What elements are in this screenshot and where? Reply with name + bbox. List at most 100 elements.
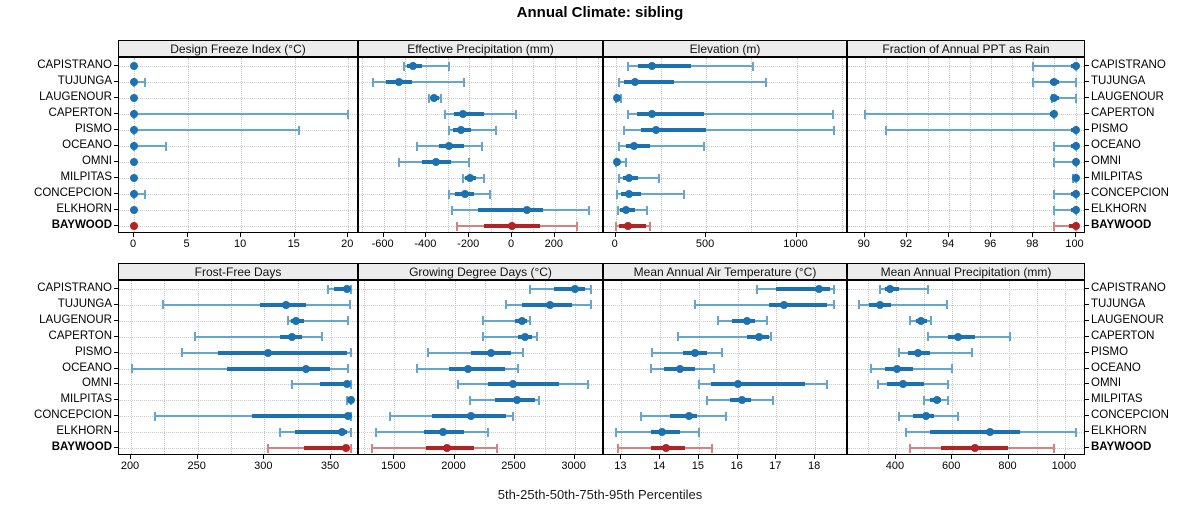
whisker-cap	[287, 316, 290, 326]
site-label-caperton: CAPERTON	[48, 329, 112, 342]
median-dot	[517, 316, 526, 325]
site-label-concepcion: CONCEPCION	[1091, 409, 1169, 422]
whisker-cap	[615, 189, 618, 199]
median-dot	[754, 332, 763, 341]
tick-label: 1500	[381, 460, 406, 472]
percentile-25-75-bar	[295, 430, 347, 435]
whisker-cap	[488, 189, 491, 199]
site-label-oceano: OCEANO	[1091, 139, 1141, 151]
whisker-cap	[535, 332, 538, 342]
row-guide	[119, 210, 357, 211]
percentile-5-95-line	[403, 65, 449, 67]
whisker-cap	[462, 77, 465, 87]
row-guide	[604, 226, 846, 227]
percentile-5-95-line	[627, 113, 833, 115]
median-dot	[487, 348, 496, 357]
whisker-cap	[639, 411, 642, 421]
panel-header-fraction-of-annual-ppt-as-rain: Fraction of Annual PPT as Rain	[847, 40, 1085, 57]
whisker-cap	[371, 77, 374, 87]
row-guide	[604, 194, 846, 195]
median-dot	[341, 444, 350, 452]
median-dot	[1071, 126, 1080, 134]
panel-title: Elevation (m)	[689, 41, 761, 56]
whisker-cap	[456, 221, 459, 231]
tick-label: 500	[695, 238, 715, 250]
axis-tick	[240, 233, 242, 237]
row-guide	[848, 289, 1084, 290]
median-dot	[456, 126, 465, 134]
whisker-cap	[879, 284, 882, 294]
gridline	[576, 58, 578, 232]
whisker-cap	[616, 443, 619, 453]
site-label-elkhorn: ELKHORN	[1091, 203, 1147, 215]
gridline	[544, 281, 546, 454]
whisker-cap	[440, 93, 443, 103]
whisker-cap	[588, 205, 590, 215]
percentile-25-75-bar	[217, 350, 347, 355]
panel-elevation-m-	[603, 57, 847, 233]
whisker-cap	[947, 379, 949, 389]
row-guide	[359, 98, 602, 99]
median-dot	[780, 300, 789, 309]
median-dot	[508, 222, 516, 230]
row-tick	[1085, 319, 1089, 321]
gridline	[815, 281, 817, 454]
row-tick	[114, 303, 118, 305]
gridline	[796, 58, 798, 232]
median-dot	[130, 174, 138, 182]
panel-mean-annual-air-temperature-c-	[603, 280, 847, 455]
panel-title: Growing Degree Days (°C)	[409, 264, 552, 279]
axis-tick	[1063, 455, 1065, 459]
whisker-cap	[486, 427, 489, 437]
whisker-cap	[587, 379, 590, 389]
row-tick	[1085, 177, 1089, 178]
median-dot	[337, 428, 346, 437]
median-dot	[737, 396, 746, 405]
whisker-cap	[764, 77, 767, 87]
whisker-cap	[825, 379, 828, 389]
row-tick	[1085, 351, 1089, 353]
whisker-cap	[347, 316, 350, 326]
axis-tick	[425, 233, 427, 237]
row-tick	[1085, 113, 1089, 114]
percentile-5-95-line	[1054, 225, 1076, 227]
percentile-5-95-line	[1054, 209, 1076, 211]
percentile-5-95-line	[195, 335, 322, 338]
site-label-concepcion: CONCEPCION	[34, 409, 112, 422]
row-guide	[848, 226, 1084, 227]
whisker-cap	[956, 411, 959, 421]
percentile-25-75-bar	[624, 80, 674, 84]
row-tick	[114, 351, 118, 353]
gridline	[294, 58, 296, 232]
median-dot	[288, 332, 297, 341]
tick-label: 16	[730, 460, 743, 472]
site-label-milpitas: MILPITAS	[60, 393, 112, 406]
whisker-cap	[833, 284, 836, 294]
gridline	[241, 58, 243, 232]
panel-title: Design Freeze Index (°C)	[170, 41, 306, 56]
whisker-cap	[447, 61, 450, 71]
axis-tick	[814, 455, 816, 459]
gridline	[615, 58, 617, 232]
tick-label: 3000	[561, 460, 586, 472]
row-tick	[1085, 193, 1089, 194]
percentile-5-95-line	[864, 113, 1055, 115]
site-label-oceano: OCEANO	[1091, 361, 1141, 374]
percentile-25-75-bar	[477, 208, 544, 212]
row-tick	[114, 193, 118, 194]
whisker-cap	[483, 173, 486, 183]
row-guide	[119, 320, 357, 322]
panel-design-freeze-index-c-	[118, 57, 358, 233]
whisker-cap	[327, 284, 330, 294]
whisker-cap	[713, 364, 716, 373]
row-guide	[359, 320, 602, 322]
percentile-5-95-line	[448, 129, 496, 131]
median-dot	[347, 396, 355, 405]
whisker-cap	[154, 411, 156, 421]
site-label-caperton: CAPERTON	[1091, 329, 1155, 342]
whisker-cap	[863, 109, 866, 119]
median-dot	[130, 78, 138, 86]
whisker-cap	[468, 395, 471, 405]
gridline	[348, 58, 350, 232]
whisker-cap	[443, 109, 446, 119]
